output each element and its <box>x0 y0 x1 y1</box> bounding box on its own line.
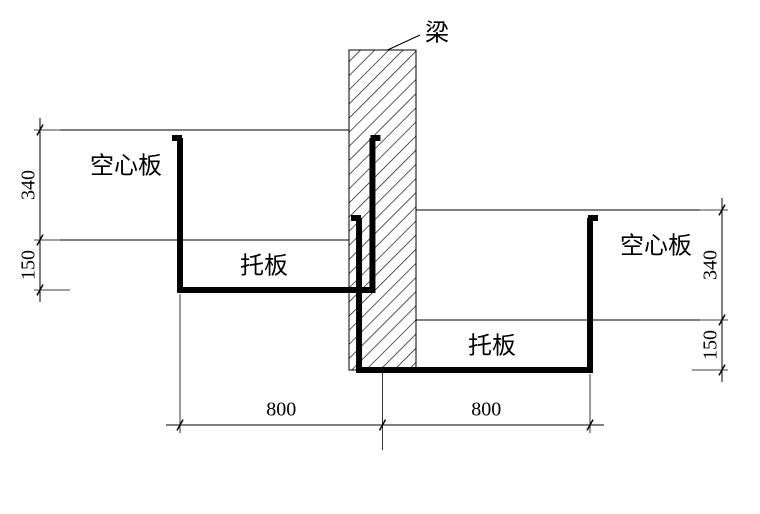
bracket-left-label: 托板 <box>240 253 288 280</box>
bracket-right-label: 托板 <box>468 333 516 360</box>
dim-bottom-right-800: 800 <box>471 399 501 421</box>
beam-label: 梁 <box>425 20 449 47</box>
dim-bottom-left-800: 800 <box>266 399 296 421</box>
hollow-slab-right-label: 空心板 <box>620 233 692 260</box>
dim-left-340: 340 <box>18 170 40 200</box>
hollow-slab-left-label: 空心板 <box>90 153 162 180</box>
dim-right-340: 340 <box>700 250 722 280</box>
dim-left-150: 150 <box>18 250 40 280</box>
dim-right-150: 150 <box>700 330 722 360</box>
